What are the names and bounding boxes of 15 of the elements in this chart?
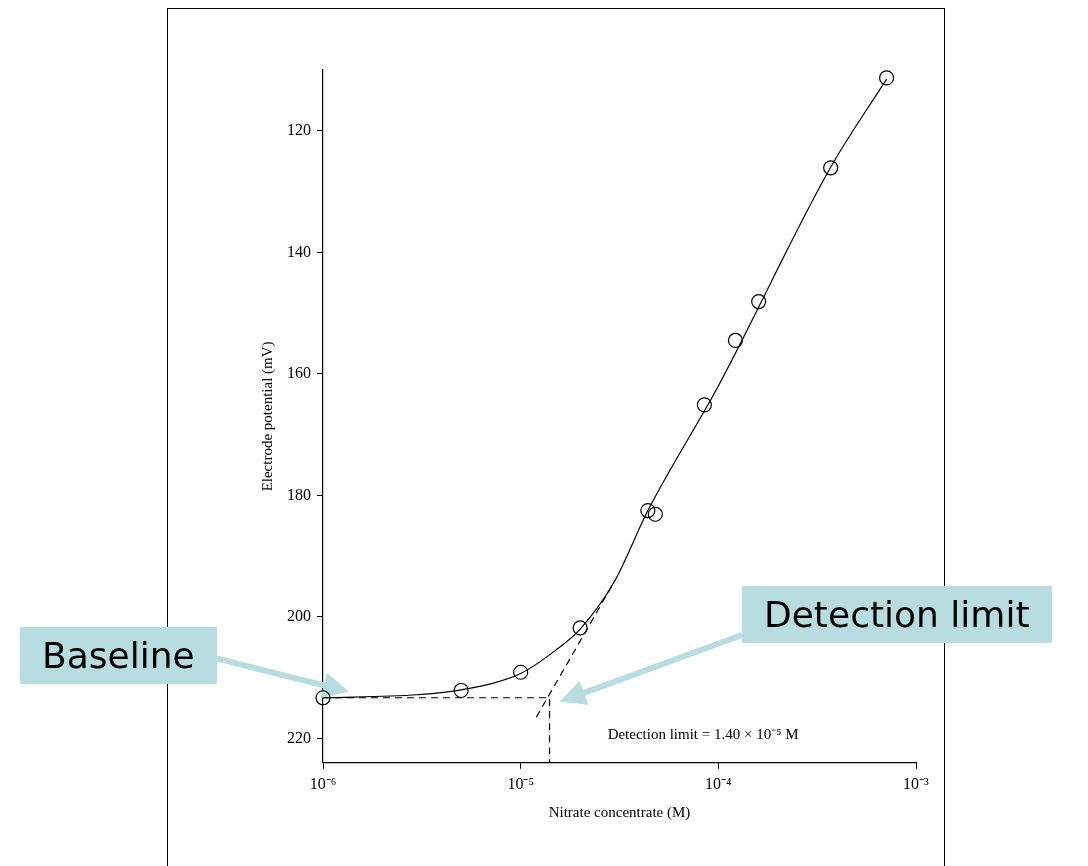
y-tick-label: 180 xyxy=(287,485,311,503)
y-tick-label: 200 xyxy=(287,607,311,625)
x-tick-label: 10⁻⁵ xyxy=(507,774,534,792)
text: Baseline xyxy=(20,627,217,684)
x-tick-label: 10⁻³ xyxy=(903,774,930,792)
y-axis-title: Electrode potential (mV) xyxy=(258,341,276,492)
y-tick-label: 160 xyxy=(287,364,311,382)
y-tick-label: 120 xyxy=(287,120,311,138)
y-tick-label: 220 xyxy=(287,728,311,746)
x-tick-label: 10⁻⁶ xyxy=(309,774,337,792)
annotation: Detection limit xyxy=(742,586,1052,643)
annotation: Detection limit = 1.40 × 10⁻⁵ M xyxy=(607,724,799,743)
y-tick-label: 140 xyxy=(287,242,311,260)
x-tick-label: 10⁻⁴ xyxy=(705,774,733,792)
x-axis-title: Nitrate concentrate (M) xyxy=(548,803,691,821)
